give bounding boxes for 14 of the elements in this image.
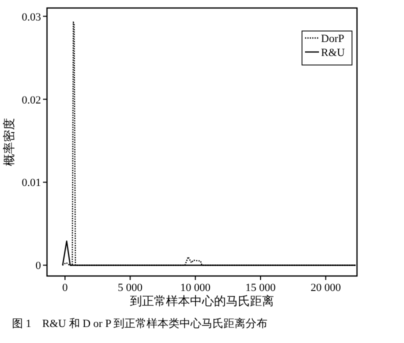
caption: 图 1 R&U 和 D or P 到正常样本类中心马氏距离分布 <box>12 317 268 330</box>
x-tick-label: 10 000 <box>180 282 211 294</box>
legend-label: DorP <box>321 33 344 45</box>
x-axis-title: 到正常样本中心的马氏距离 <box>130 294 274 308</box>
y-tick-label: 0.01 <box>22 177 41 190</box>
x-tick-label: 15 000 <box>245 282 276 294</box>
x-tick-label: 5 000 <box>118 282 144 294</box>
y-tick-label: 0.02 <box>22 94 41 106</box>
x-tick-label: 20 000 <box>310 282 342 294</box>
y-tick-label: 0.03 <box>22 11 42 24</box>
y-tick-label: 0 <box>36 260 42 272</box>
legend-label: R&U <box>321 47 345 59</box>
x-tick-label: 0 <box>62 282 68 294</box>
y-axis-title: 概率密度 <box>2 118 16 166</box>
